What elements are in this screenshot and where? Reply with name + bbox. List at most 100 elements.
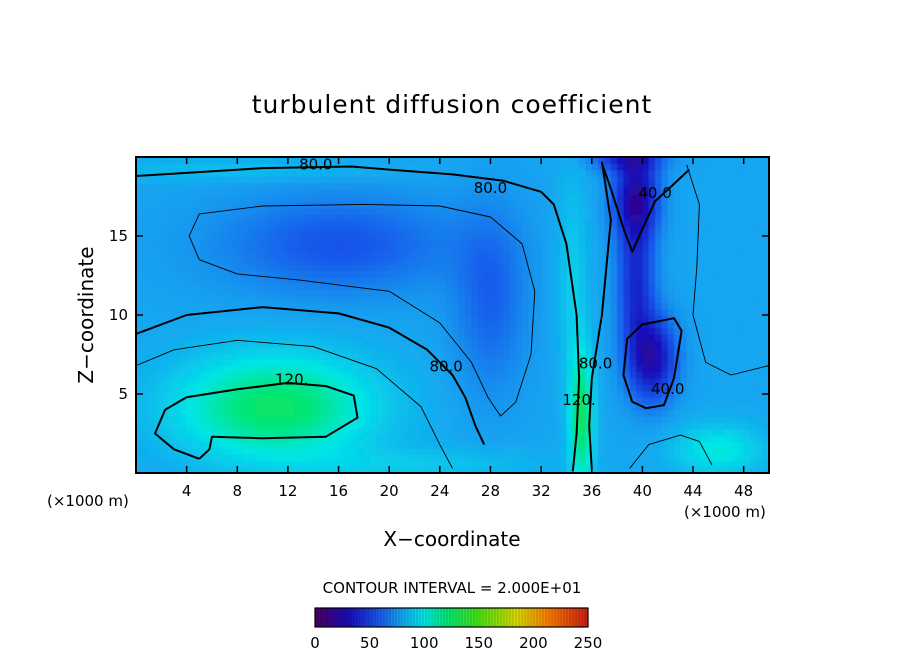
heatmap-cell	[224, 251, 232, 259]
heatmap-cell	[300, 220, 308, 228]
heatmap-cell	[604, 409, 612, 417]
heatmap-cell	[642, 327, 650, 335]
heatmap-cell	[180, 283, 188, 291]
heatmap-cell	[351, 352, 359, 360]
heatmap-cell	[699, 207, 707, 215]
heatmap-cell	[332, 441, 340, 449]
heatmap-cell	[199, 226, 207, 234]
heatmap-cell	[332, 346, 340, 354]
heatmap-cell	[186, 359, 194, 367]
heatmap-cell	[167, 315, 175, 322]
heatmap-cell	[167, 258, 175, 266]
heatmap-cell	[541, 239, 549, 247]
heatmap-cell	[401, 384, 409, 392]
heatmap-cell	[237, 365, 245, 373]
heatmap-cell	[154, 157, 162, 164]
heatmap-cell	[541, 397, 549, 405]
heatmap-cell	[541, 277, 549, 284]
heatmap-cell	[211, 454, 219, 461]
heatmap-cell	[414, 428, 422, 436]
heatmap-cell	[319, 352, 327, 360]
heatmap-cell	[705, 308, 713, 316]
heatmap-cell	[211, 371, 219, 379]
heatmap-cell	[237, 169, 245, 177]
heatmap-cell	[756, 428, 764, 436]
heatmap-cell	[351, 378, 359, 386]
heatmap-cell	[211, 422, 219, 430]
heatmap-cell	[680, 175, 688, 183]
heatmap-cell	[553, 340, 561, 348]
heatmap-cell	[446, 182, 454, 190]
heatmap-cell	[275, 296, 283, 303]
heatmap-cell	[756, 302, 764, 310]
heatmap-cell	[414, 315, 422, 322]
heatmap-cell	[484, 365, 492, 373]
heatmap-cell	[553, 245, 561, 253]
heatmap-cell	[750, 308, 757, 316]
heatmap-cell	[490, 416, 498, 424]
heatmap-cell	[351, 226, 359, 234]
heatmap-cell	[572, 352, 580, 360]
heatmap-cell	[446, 220, 454, 228]
heatmap-cell	[243, 466, 251, 473]
heatmap-cell	[509, 460, 517, 468]
heatmap-cell	[281, 207, 289, 215]
heatmap-cell	[218, 466, 226, 473]
heatmap-cell	[395, 340, 403, 348]
heatmap-cell	[287, 258, 295, 266]
heatmap-cell	[484, 333, 492, 341]
heatmap-cell	[515, 213, 523, 221]
heatmap-cell	[465, 175, 473, 183]
heatmap-cell	[718, 333, 726, 341]
heatmap-cell	[243, 163, 251, 171]
heatmap-cell	[591, 302, 599, 310]
heatmap-cell	[268, 163, 276, 171]
heatmap-cell	[256, 460, 264, 468]
heatmap-cell	[205, 333, 213, 341]
heatmap-cell	[598, 321, 606, 329]
heatmap-cell	[477, 333, 485, 341]
heatmap-cell	[465, 428, 473, 436]
heatmap-cell	[313, 460, 321, 468]
heatmap-cell	[750, 422, 757, 430]
heatmap-cell	[642, 346, 650, 354]
heatmap-cell	[522, 182, 530, 190]
heatmap-cell	[680, 302, 688, 310]
heatmap-cell	[712, 157, 719, 164]
heatmap-cell	[724, 371, 732, 379]
heatmap-cell	[458, 422, 466, 430]
heatmap-cell	[756, 441, 764, 449]
heatmap-cell	[724, 245, 732, 253]
heatmap-cell	[496, 384, 504, 392]
heatmap-cell	[579, 454, 587, 461]
heatmap-cell	[490, 315, 498, 322]
heatmap-cell	[477, 245, 485, 253]
heatmap-cell	[452, 245, 460, 253]
heatmap-cell	[522, 226, 530, 234]
heatmap-cell	[490, 157, 498, 164]
heatmap-cell	[211, 315, 219, 322]
heatmap-cell	[230, 327, 238, 335]
heatmap-cell	[579, 435, 587, 442]
heatmap-cell	[528, 447, 536, 455]
heatmap-cell	[351, 188, 359, 196]
heatmap-cell	[389, 232, 397, 240]
heatmap-cell	[598, 163, 606, 171]
heatmap-cell	[712, 239, 719, 247]
heatmap-cell	[281, 270, 289, 278]
heatmap-cell	[566, 194, 574, 202]
heatmap-cell	[313, 447, 321, 455]
heatmap-cell	[205, 371, 213, 379]
heatmap-cell	[180, 163, 188, 171]
heatmap-cell	[699, 435, 707, 442]
heatmap-cell	[509, 169, 517, 177]
heatmap-cell	[237, 460, 245, 468]
heatmap-cell	[610, 422, 618, 430]
heatmap-cell	[154, 397, 162, 405]
heatmap-cell	[363, 466, 371, 473]
heatmap-cell	[313, 352, 321, 360]
heatmap-cell	[180, 384, 188, 392]
heatmap-cell	[230, 422, 238, 430]
heatmap-cell	[357, 308, 365, 316]
heatmap-cell	[136, 422, 143, 430]
